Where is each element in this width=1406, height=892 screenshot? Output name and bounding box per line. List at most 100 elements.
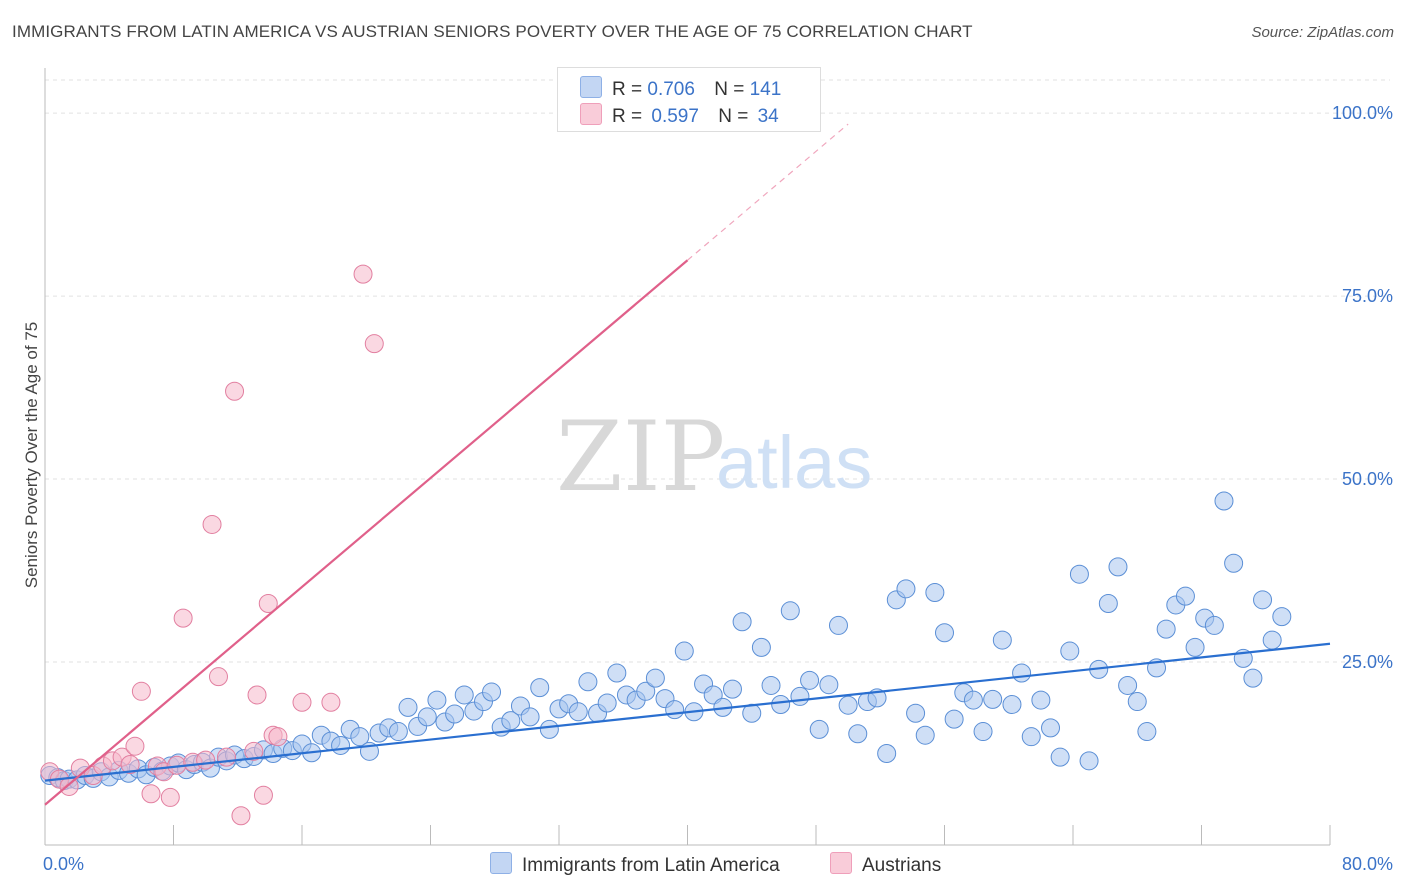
latin-america-point [1079,751,1099,771]
latin-america-point [761,675,781,695]
latin-america-point [751,637,771,657]
latin-america-point [992,630,1012,650]
latin-america-point [1108,557,1128,577]
legend-swatch-latin-america [490,852,512,874]
latin-america-point [906,703,926,723]
austrians-point [202,514,222,534]
latin-america-point [1224,553,1244,573]
latin-america-point [925,583,945,603]
austrians-point [217,747,237,767]
latin-america-point [1253,590,1273,610]
latin-america-point [445,704,465,724]
stats-legend: R = 0.706 N = 141 R = 0.597 N = 34 [557,67,821,132]
watermark: ZIP atlas [556,401,872,513]
latin-america-point [1204,615,1224,635]
austrians-point [120,754,140,774]
latin-america-point [1243,668,1263,688]
grid [45,79,1390,663]
x-tick-label: 0.0% [43,854,84,874]
latin-america-point [1118,675,1138,695]
latin-america-point [1156,619,1176,639]
latin-america-point [568,702,588,722]
latin-america-point [944,709,964,729]
austrians-point [225,381,245,401]
axes [44,68,1331,846]
austrians-point [253,785,273,805]
latin-america-point [350,727,370,747]
latin-america-point [790,686,810,706]
latin-america-point [1041,718,1061,738]
latin-america-point [501,711,521,731]
legend-row-austrians: R = 0.597 N = 34 [580,103,779,128]
latin-america-point [1021,727,1041,747]
latin-america-point [780,601,800,621]
latin-america-point [1214,491,1234,511]
x-tick-label: 80.0% [1342,854,1393,874]
latin-america-point [1069,564,1089,584]
austrians-point [196,750,216,770]
latin-america-point [973,722,993,742]
legend-item-latin-america: Immigrants from Latin America [490,852,780,877]
latin-america-point [331,735,351,755]
latin-america-point [828,615,848,635]
austrians-point [292,692,312,712]
chart-title: IMMIGRANTS FROM LATIN AMERICA VS AUSTRIA… [12,22,973,41]
latin-america-point [607,663,627,683]
latin-america-point [1060,641,1080,661]
latin-america-point [1137,722,1157,742]
austrians-point [208,667,228,687]
austrians-point [268,727,288,747]
latin-america-point [809,719,829,739]
legend-r-label: R = [612,106,643,127]
latin-america-point [983,689,1003,709]
y-tick-label: 25.0% [1342,652,1393,672]
legend-label-latin-america: Immigrants from Latin America [522,855,780,876]
latin-america-point [417,707,437,727]
legend-r-value: 0.706 [647,79,695,100]
legend-n-value: 34 [757,106,779,127]
legend-n-value: 141 [749,79,782,100]
austrians-point [364,334,384,354]
y-tick-label: 50.0% [1342,469,1393,489]
austrians-point [173,608,193,628]
latin-america-point [530,678,550,698]
legend-swatch-austrians [580,103,602,125]
austrians-point [231,806,251,826]
latin-america-point [1098,593,1118,613]
austrians-trend-extension [687,123,849,261]
y-tick-label: 75.0% [1342,286,1393,306]
latin-america-point [520,707,540,727]
legend-n-label: N = [714,79,745,100]
tick-labels: 25.0% 50.0% 75.0% 100.0% 0.0% 80.0% [43,103,1393,874]
latin-america-point [665,700,685,720]
latin-america-point [771,694,791,714]
legend-n-label: N = [718,106,749,127]
latin-america-point [1175,586,1195,606]
latin-america-point [1050,747,1070,767]
latin-america-point [482,682,502,702]
legend-r-value: 0.597 [651,106,699,127]
latin-america-point [1127,692,1147,712]
austrians-point [258,593,278,613]
latin-america-point [1012,663,1032,683]
latin-america-point [848,724,868,744]
austrians-point [125,736,145,756]
watermark-atlas: atlas [716,421,872,504]
latin-america-point [454,685,474,705]
austrians-point [353,264,373,284]
y-tick-label: 100.0% [1332,103,1393,123]
austrians-point [321,692,341,712]
austrians-point [141,784,161,804]
latin-america-point [732,612,752,632]
legend-row-latin-america: R = 0.706 N = 141 [580,76,781,101]
latin-america-point [1031,690,1051,710]
latin-america-point [398,697,418,717]
latin-america-point [819,675,839,695]
latin-america-point [1185,637,1205,657]
source-label: Source: ZipAtlas.com [1251,24,1394,41]
legend-r-label: R = [612,79,643,100]
legend-item-austrians: Austrians [830,852,941,877]
austrians-point [244,741,264,761]
legend-label-austrians: Austrians [862,855,942,876]
